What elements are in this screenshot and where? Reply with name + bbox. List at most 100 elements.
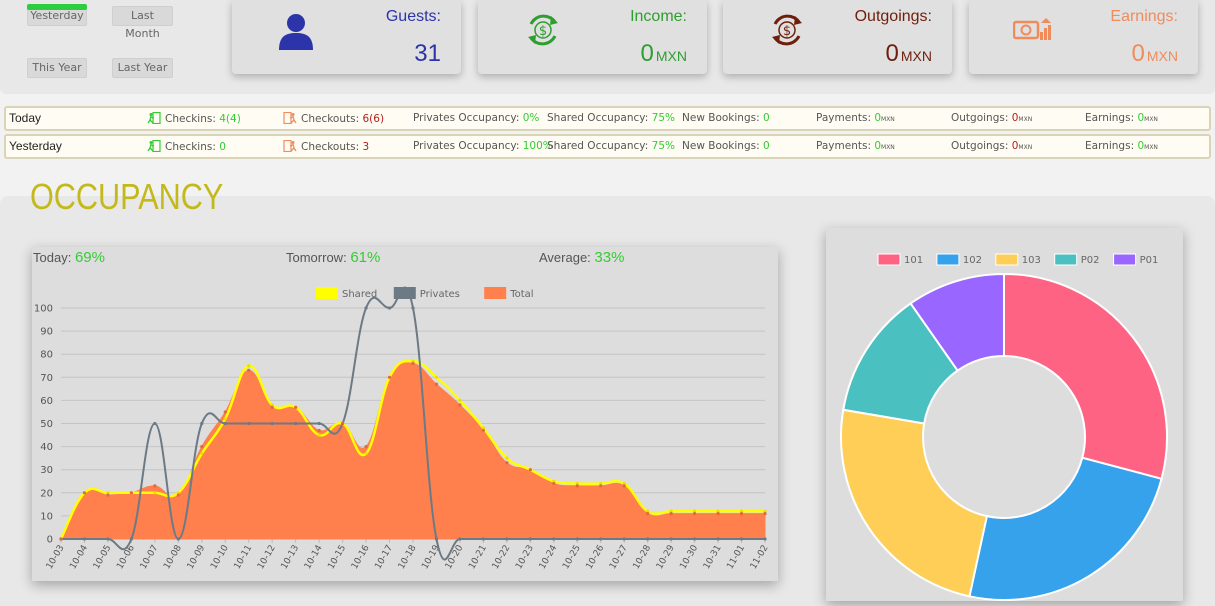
guests-value: 31 — [414, 40, 441, 67]
summary-day: Yesterday — [9, 139, 62, 153]
point-total — [411, 361, 415, 366]
dollar-cycle-icon: $ — [772, 14, 802, 46]
outgoings-value: 0 — [1011, 140, 1019, 152]
guests-label: Guests: — [385, 8, 441, 25]
summary-row-today[interactable]: Today Checkins: 4(4) Checkouts: 6(6) Pri… — [4, 106, 1211, 131]
legend-swatch — [1113, 253, 1137, 266]
point-privates — [575, 537, 579, 541]
legend-label: Shared — [342, 289, 377, 300]
guests-card[interactable]: Guests: 31 — [232, 0, 461, 74]
point-shared — [223, 417, 227, 421]
point-privates — [528, 537, 532, 541]
period-yesterday-label: Yesterday — [30, 9, 84, 22]
point-privates — [387, 306, 392, 310]
x-tick-label: 10-31 — [702, 544, 724, 572]
earnings-label: Earnings: — [1110, 8, 1178, 25]
payments-cell: Payments: 0MXN — [816, 112, 895, 124]
slice-p01 — [909, 272, 1005, 373]
x-tick-label: 10-04 — [68, 543, 90, 571]
point-shared — [247, 364, 251, 368]
privates-label: Privates Occupancy: — [413, 112, 520, 124]
outgoings-card[interactable]: $ Outgoings: 0 MXN — [723, 0, 952, 74]
legend-label: Total — [509, 289, 533, 300]
checkouts-cell: Checkouts: 3 — [283, 140, 369, 153]
outgoings-value: 0 — [1011, 112, 1019, 124]
earnings-value: 0 — [1137, 112, 1145, 124]
today-label: Today: — [33, 250, 72, 265]
summary-row-yesterday[interactable]: Yesterday Checkins: 0 Checkouts: 3 Priva… — [4, 134, 1211, 159]
occupancy-line-chart-card: Today: 69% Tomorrow: 61% Average: 33% Sh… — [32, 247, 778, 581]
checkout-icon — [283, 112, 297, 124]
x-tick-label: 10-23 — [514, 544, 536, 572]
point-privates — [294, 421, 298, 426]
period-yesterday-button[interactable]: Yesterday — [27, 4, 87, 26]
point-privates — [317, 421, 321, 426]
point-shared — [505, 456, 509, 460]
checkouts-cell: Checkouts: 6(6) — [283, 112, 384, 125]
y-tick-label: 0 — [47, 535, 53, 546]
point-total — [599, 484, 603, 488]
legend-item: 101 — [877, 253, 923, 266]
income-label: Income: — [630, 8, 687, 25]
y-tick-label: 10 — [40, 511, 53, 522]
outgoings-label: Outgoings: — [951, 140, 1009, 152]
point-total — [153, 484, 157, 488]
period-last-year-button[interactable]: Last Year — [112, 58, 173, 78]
point-shared — [646, 509, 650, 513]
point-privates — [622, 537, 626, 541]
point-privates — [364, 306, 368, 310]
x-tick-label: 10-22 — [491, 544, 513, 572]
bookings-label: New Bookings: — [682, 112, 760, 124]
period-last-month-button[interactable]: Last Month — [112, 6, 173, 40]
y-tick-label: 40 — [40, 442, 53, 453]
period-this-year-button[interactable]: This Year — [27, 58, 87, 78]
point-shared — [153, 491, 157, 495]
outgoings-label: Outgoings: — [951, 112, 1009, 124]
legend-label: P02 — [1081, 255, 1100, 266]
x-tick-label: 10-24 — [538, 543, 560, 571]
checkout-icon — [283, 140, 297, 152]
point-privates — [599, 537, 603, 541]
earnings-value: 0 — [1137, 140, 1145, 152]
y-tick-label: 30 — [40, 465, 53, 476]
y-tick-label: 20 — [40, 488, 53, 499]
point-privates — [458, 537, 462, 541]
payments-label: Payments: — [816, 112, 871, 124]
bookings-value: 0 — [762, 140, 770, 152]
earnings-card[interactable]: Earnings: 0 MXN — [969, 0, 1198, 74]
legend-label: 103 — [1022, 255, 1041, 266]
point-privates — [693, 537, 697, 541]
period-last-year-label: Last Year — [117, 61, 168, 74]
x-tick-label: 10-11 — [233, 544, 255, 572]
checkins-cell: Checkins: 0 — [147, 140, 226, 153]
legend-item: 102 — [936, 253, 982, 266]
average-label: Average: — [539, 250, 591, 265]
y-tick-label: 70 — [40, 373, 53, 384]
y-tick-label: 50 — [40, 419, 53, 430]
x-tick-label: 10-03 — [45, 544, 67, 572]
legend-item: P02 — [1054, 253, 1100, 266]
earnings-unit: MXN — [1144, 116, 1158, 123]
average-stat: Average: 33% — [539, 249, 624, 266]
legend-label: P01 — [1140, 255, 1159, 266]
point-privates — [129, 537, 133, 541]
point-total — [716, 511, 720, 516]
income-card[interactable]: $ Income: 0 MXN — [478, 0, 707, 74]
x-tick-label: 10-12 — [256, 544, 278, 572]
point-privates — [270, 421, 274, 426]
point-total — [200, 445, 204, 449]
earnings-amount: 0 — [1131, 40, 1145, 67]
point-privates — [646, 537, 650, 541]
point-shared — [575, 481, 579, 486]
point-total — [669, 511, 673, 516]
point-total — [294, 405, 298, 409]
point-privates — [481, 537, 485, 541]
point-total — [739, 511, 744, 516]
point-total — [552, 481, 556, 486]
legend-item: 103 — [995, 253, 1041, 266]
point-privates — [552, 537, 556, 541]
shared-label: Shared Occupancy: — [547, 112, 649, 124]
point-privates — [411, 306, 415, 310]
point-total — [270, 405, 274, 409]
point-shared — [552, 479, 556, 483]
